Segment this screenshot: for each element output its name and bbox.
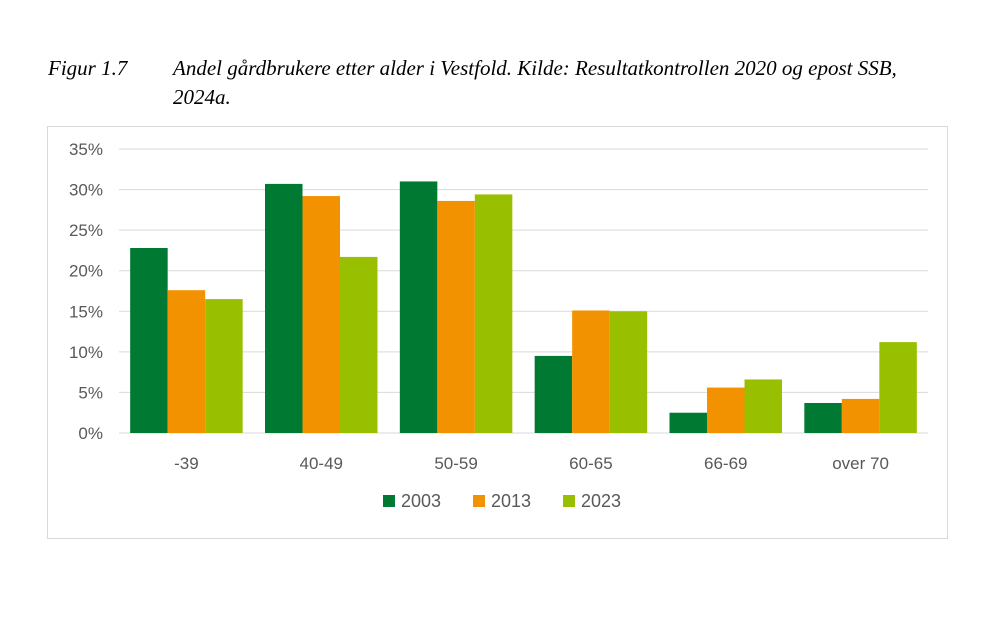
bar (167, 290, 206, 433)
y-tick-label: 25% (69, 221, 103, 240)
bar (804, 402, 842, 433)
y-tick-label: 5% (78, 383, 103, 402)
grid-layer (119, 148, 928, 434)
legend-swatch (563, 495, 575, 507)
bar (399, 181, 438, 433)
x-tick-label: 60-65 (569, 454, 612, 473)
legend-swatch (383, 495, 395, 507)
bar (841, 398, 880, 433)
bar (534, 355, 573, 433)
bar-chart: 0% 5% 10% 15% 20% 25% 30% 35% -39 40-49 50-59 60-65… (69, 140, 928, 511)
y-tick-label: 20% (69, 262, 103, 281)
bar (879, 342, 917, 433)
x-tick-label: over 70 (832, 454, 889, 473)
label-layer: 0% 5% 10% 15% 20% 25% 30% 35% -39 40-49 50-59 60-65… (69, 140, 889, 473)
bar (130, 247, 168, 433)
legend: 2003 2013 2023 (383, 491, 621, 511)
y-tick-label: 30% (69, 181, 103, 200)
figure-title: Andel gårdbrukere etter alder i Vestfold… (173, 56, 897, 109)
bar (205, 299, 243, 433)
legend-label: 2023 (581, 491, 621, 511)
legend-label: 2003 (401, 491, 441, 511)
bar (265, 183, 303, 433)
figure-label: Figur 1.7 (48, 56, 128, 80)
bar (609, 311, 648, 433)
x-tick-label: 66-69 (704, 454, 747, 473)
x-tick-label: -39 (174, 454, 199, 473)
bar-layer (130, 181, 917, 433)
bar (302, 196, 340, 433)
legend-swatch (473, 495, 485, 507)
x-tick-label: 50-59 (434, 454, 477, 473)
y-tick-label: 10% (69, 343, 103, 362)
legend-label: 2013 (491, 491, 531, 511)
y-tick-label: 35% (69, 140, 103, 159)
bar (437, 200, 475, 433)
y-tick-label: 0% (78, 424, 103, 443)
y-tick-label: 15% (69, 302, 103, 321)
x-tick-label: 40-49 (300, 454, 343, 473)
bar (744, 379, 782, 433)
bar (340, 256, 378, 433)
bar (707, 387, 745, 433)
chart-frame: 0% 5% 10% 15% 20% 25% 30% 35% -39 40-49 50-59 60-65… (47, 126, 948, 539)
bar (572, 310, 610, 433)
bar (474, 194, 513, 433)
bar (669, 412, 707, 433)
